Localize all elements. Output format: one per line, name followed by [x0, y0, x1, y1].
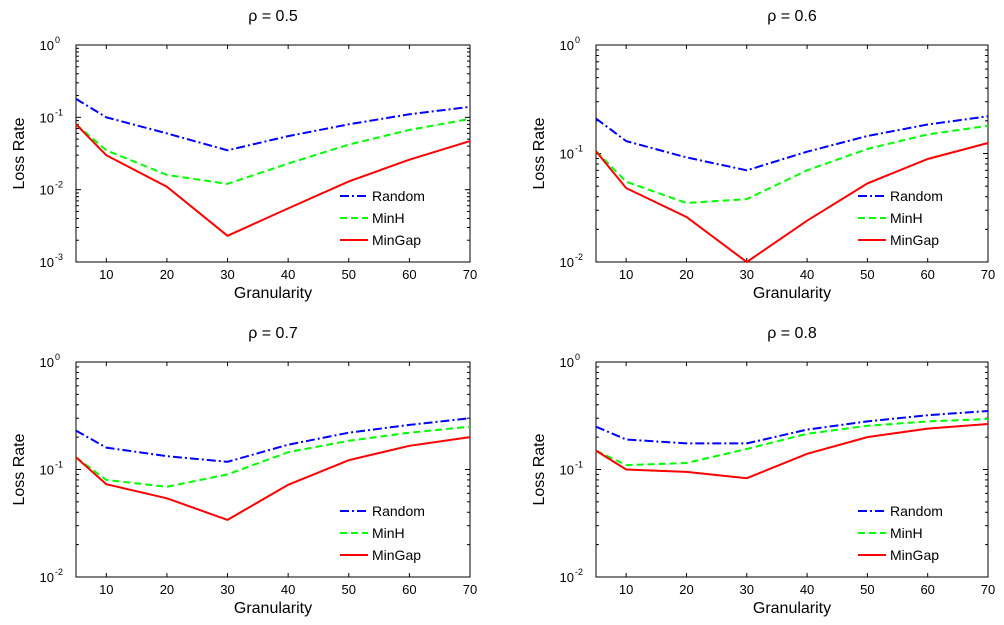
y-tick-label: 10 — [40, 183, 54, 198]
y-axis-title: Loss Rate — [531, 117, 548, 189]
y-tick-label: 10 — [40, 355, 54, 370]
x-tick-label: 40 — [800, 582, 814, 597]
y-tick-exponent: 0 — [575, 352, 580, 362]
y-tick-exponent: -1 — [575, 460, 583, 470]
x-tick-label: 70 — [981, 267, 995, 282]
x-tick-label: 70 — [463, 582, 477, 597]
legend-label: MinGap — [372, 547, 421, 563]
x-tick-label: 70 — [463, 267, 477, 282]
x-tick-label: 10 — [619, 582, 633, 597]
legend-label: MinGap — [372, 232, 421, 248]
x-tick-label: 40 — [800, 267, 814, 282]
series-line-random — [595, 410, 989, 445]
panel-title: ρ = 0.6 — [767, 8, 817, 25]
series-line-minh — [75, 425, 471, 488]
y-tick-exponent: -2 — [55, 567, 63, 577]
x-tick-label: 30 — [220, 582, 234, 597]
x-tick-label: 60 — [920, 582, 934, 597]
y-tick-exponent: -1 — [55, 107, 63, 117]
x-tick-label: 60 — [920, 267, 934, 282]
series-line-mingap — [75, 436, 471, 521]
y-tick-exponent: -1 — [55, 460, 63, 470]
y-axis-title: Loss Rate — [11, 433, 28, 505]
panel-title: ρ = 0.5 — [248, 8, 298, 25]
x-tick-label: 70 — [981, 582, 995, 597]
plot-frame — [75, 44, 471, 263]
y-tick-exponent: 0 — [575, 35, 580, 45]
x-tick-label: 60 — [402, 267, 416, 282]
y-tick-exponent: -2 — [575, 567, 583, 577]
series-line-random — [595, 115, 989, 172]
x-tick-label: 20 — [160, 582, 174, 597]
x-tick-label: 50 — [342, 267, 356, 282]
y-tick-exponent: -1 — [575, 144, 583, 154]
series-line-minh — [595, 124, 989, 205]
y-tick-exponent: -3 — [55, 252, 63, 262]
x-tick-label: 10 — [619, 267, 633, 282]
legend-label: MinH — [372, 525, 405, 541]
plot-frame — [595, 44, 989, 263]
panel-title: ρ = 0.8 — [767, 325, 817, 342]
y-tick-exponent: 0 — [55, 352, 60, 362]
y-tick-label: 10 — [40, 463, 54, 478]
legend-label: MinH — [890, 210, 923, 226]
x-tick-label: 20 — [160, 267, 174, 282]
series-line-mingap — [595, 423, 989, 480]
y-tick-label: 10 — [560, 463, 574, 478]
series-line-mingap — [595, 142, 989, 264]
x-tick-label: 20 — [679, 582, 693, 597]
x-tick-label: 30 — [740, 582, 754, 597]
legend-label: MinGap — [890, 547, 939, 563]
x-axis-title: Granularity — [753, 600, 831, 617]
y-tick-label: 10 — [560, 255, 574, 270]
x-tick-label: 10 — [99, 267, 113, 282]
x-axis-title: Granularity — [753, 285, 831, 302]
x-axis-title: Granularity — [234, 285, 312, 302]
x-tick-label: 50 — [860, 267, 874, 282]
x-tick-label: 30 — [740, 267, 754, 282]
series-line-random — [75, 98, 471, 152]
x-tick-label: 50 — [860, 582, 874, 597]
y-tick-label: 10 — [560, 570, 574, 585]
y-tick-label: 10 — [560, 38, 574, 53]
plot-frame — [595, 361, 989, 578]
series-line-minh — [75, 117, 471, 185]
legend-label: Random — [890, 503, 943, 519]
x-tick-label: 50 — [342, 582, 356, 597]
x-axis-title: Granularity — [234, 600, 312, 617]
plot-frame — [75, 361, 471, 578]
x-tick-label: 60 — [402, 582, 416, 597]
y-tick-exponent: 0 — [55, 35, 60, 45]
x-tick-label: 40 — [281, 267, 295, 282]
series-line-minh — [595, 418, 989, 467]
legend-label: Random — [372, 188, 425, 204]
x-tick-label: 40 — [281, 582, 295, 597]
y-tick-label: 10 — [40, 570, 54, 585]
y-tick-exponent: -2 — [55, 180, 63, 190]
y-tick-label: 10 — [40, 110, 54, 125]
x-tick-label: 10 — [99, 582, 113, 597]
panel-title: ρ = 0.7 — [248, 325, 298, 342]
y-tick-label: 10 — [560, 355, 574, 370]
legend-label: MinH — [890, 525, 923, 541]
y-tick-label: 10 — [40, 255, 54, 270]
legend-label: Random — [890, 188, 943, 204]
x-tick-label: 30 — [220, 267, 234, 282]
x-tick-label: 20 — [679, 267, 693, 282]
legend-label: MinGap — [890, 232, 939, 248]
series-line-random — [75, 417, 471, 463]
y-tick-label: 10 — [560, 147, 574, 162]
legend-label: Random — [372, 503, 425, 519]
y-tick-label: 10 — [40, 38, 54, 53]
y-axis-title: Loss Rate — [531, 433, 548, 505]
legend-label: MinH — [372, 210, 405, 226]
y-axis-title: Loss Rate — [11, 117, 28, 189]
series-line-mingap — [75, 123, 471, 237]
y-tick-exponent: -2 — [575, 252, 583, 262]
